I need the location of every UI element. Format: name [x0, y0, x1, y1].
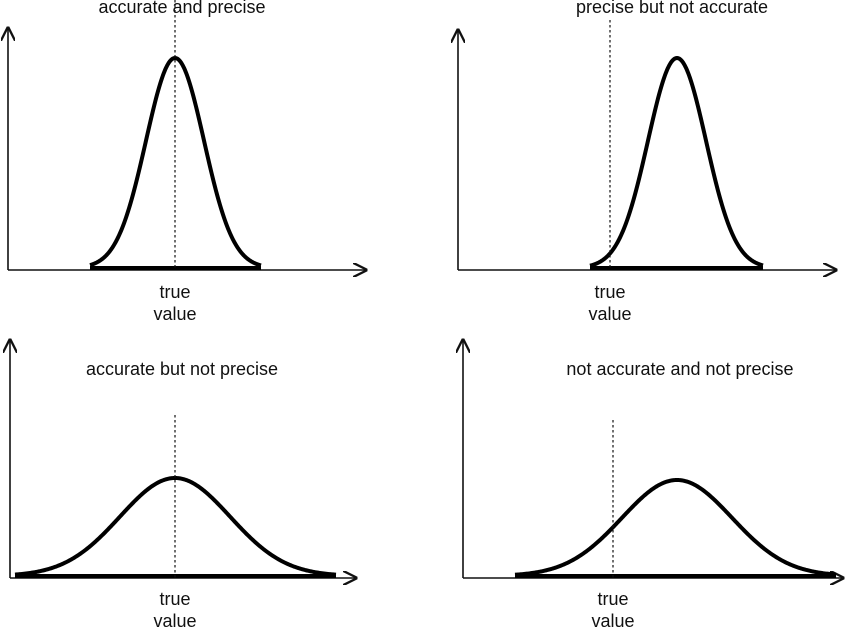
true-value-label: true: [159, 282, 190, 302]
panel-title: not accurate and not precise: [566, 359, 793, 379]
true-value-label: true: [159, 589, 190, 609]
panel-title: accurate and precise: [98, 0, 265, 17]
true-value-label: value: [588, 304, 631, 324]
true-value-label: value: [153, 611, 196, 629]
distribution-curve: [89, 56, 262, 268]
true-value-label: true: [597, 589, 628, 609]
distribution-curve: [14, 476, 337, 577]
true-value-label: true: [594, 282, 625, 302]
panel-title: accurate but not precise: [86, 359, 278, 379]
distribution-curve: [514, 478, 837, 577]
panel: accurate but not precise true value: [10, 340, 356, 631]
panel: not accurate and not precise true value: [463, 340, 843, 631]
distribution-curve: [589, 56, 764, 268]
panel-title: precise but not accurate: [576, 0, 768, 17]
true-value-label: value: [153, 304, 196, 324]
true-value-label: value: [591, 611, 634, 629]
